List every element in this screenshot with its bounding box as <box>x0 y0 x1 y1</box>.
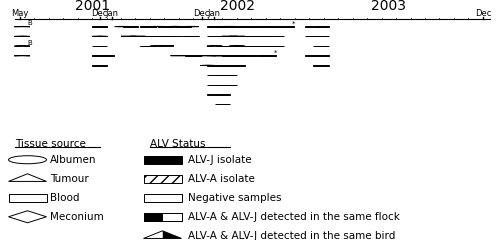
Text: Meconium: Meconium <box>50 212 104 222</box>
Text: 2002: 2002 <box>220 0 256 13</box>
Text: ALV-J isolate: ALV-J isolate <box>188 155 251 165</box>
Bar <box>207 26 222 27</box>
Bar <box>214 65 230 66</box>
Circle shape <box>150 26 166 27</box>
Text: 2001: 2001 <box>75 0 110 13</box>
Bar <box>306 55 321 56</box>
Bar <box>207 84 222 85</box>
Polygon shape <box>8 211 46 223</box>
Bar <box>244 26 260 27</box>
Bar <box>207 65 222 66</box>
Bar <box>144 213 182 221</box>
Circle shape <box>8 156 46 164</box>
Text: Tissue source: Tissue source <box>15 139 86 149</box>
Bar <box>268 26 276 27</box>
Bar <box>236 55 252 56</box>
Bar <box>229 55 244 56</box>
Text: *: * <box>292 20 296 26</box>
Bar <box>260 26 276 27</box>
Bar <box>306 26 321 27</box>
Circle shape <box>214 55 230 56</box>
Bar <box>252 26 268 27</box>
Text: Dec: Dec <box>194 8 210 18</box>
Bar <box>207 94 222 95</box>
Text: Negative samples: Negative samples <box>188 193 281 203</box>
Bar <box>158 26 174 27</box>
Bar <box>162 213 182 221</box>
Text: *: * <box>274 49 277 55</box>
Bar <box>313 26 328 27</box>
Text: Jan: Jan <box>207 8 220 18</box>
Circle shape <box>170 55 186 56</box>
Text: ALV Status: ALV Status <box>150 139 206 149</box>
Polygon shape <box>200 55 216 56</box>
Text: Blood: Blood <box>50 193 80 203</box>
Bar <box>176 26 191 27</box>
Polygon shape <box>14 55 30 56</box>
Bar <box>98 55 114 56</box>
Text: May: May <box>11 8 28 18</box>
Bar <box>144 213 182 221</box>
Bar <box>222 55 238 56</box>
Bar <box>236 26 252 27</box>
Bar <box>214 26 230 27</box>
Circle shape <box>222 26 238 27</box>
Text: Dec: Dec <box>474 8 491 18</box>
Circle shape <box>207 55 222 56</box>
Bar <box>229 65 244 66</box>
Bar <box>214 94 230 95</box>
Bar <box>92 55 108 56</box>
Polygon shape <box>144 231 163 239</box>
Bar <box>260 55 276 56</box>
Bar <box>268 26 284 27</box>
Bar <box>313 55 328 56</box>
Polygon shape <box>167 26 182 27</box>
Bar <box>222 65 238 66</box>
Bar <box>144 194 182 202</box>
Bar <box>185 55 200 56</box>
Bar <box>276 26 284 27</box>
Text: Dec: Dec <box>92 8 108 18</box>
Bar <box>144 213 163 221</box>
Text: ALV-A isolate: ALV-A isolate <box>188 174 254 184</box>
Bar <box>144 175 182 183</box>
Text: Jan: Jan <box>106 8 118 18</box>
Polygon shape <box>8 174 46 181</box>
Text: Albumen: Albumen <box>50 155 96 165</box>
Text: 2003: 2003 <box>371 0 406 13</box>
Circle shape <box>183 26 198 27</box>
Bar <box>229 26 244 27</box>
Text: ALV-A & ALV-J detected in the same flock: ALV-A & ALV-J detected in the same flock <box>188 212 400 222</box>
Bar <box>92 65 108 66</box>
Bar <box>222 84 238 85</box>
Text: ALV-A & ALV-J detected in the same bird: ALV-A & ALV-J detected in the same bird <box>188 231 395 240</box>
Bar <box>278 26 294 27</box>
Polygon shape <box>200 65 216 66</box>
Bar <box>313 65 328 66</box>
Bar <box>92 26 108 27</box>
Text: B: B <box>28 20 32 26</box>
Polygon shape <box>14 26 30 27</box>
Text: B: B <box>28 40 32 46</box>
Polygon shape <box>162 231 182 239</box>
Bar <box>244 55 260 56</box>
Bar <box>252 55 268 56</box>
Bar <box>8 194 46 202</box>
Bar <box>268 26 284 27</box>
Text: Tumour: Tumour <box>50 174 89 184</box>
Bar <box>144 156 182 164</box>
Bar <box>140 26 156 27</box>
Bar <box>214 84 230 85</box>
Bar <box>122 26 138 27</box>
